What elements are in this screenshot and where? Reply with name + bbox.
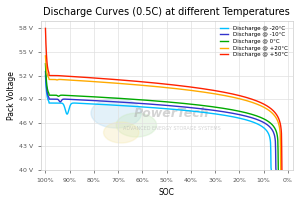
Discharge @ +50°C (142, 81, 145, 83)
Discharge @ -20°C (237, 117, 241, 119)
Discharge @ 0°C (232, 109, 236, 111)
Discharge @ -10°C (142, 102, 145, 105)
Line: Discharge @ -10°C: Discharge @ -10°C (46, 72, 288, 204)
Discharge @ -20°C (44, 74, 47, 77)
Title: Discharge Curves (0.5C) at different Temperatures: Discharge Curves (0.5C) at different Tem… (43, 7, 290, 17)
Discharge @ 0°C (210, 105, 214, 108)
Discharge @ 0°C (150, 99, 154, 102)
X-axis label: SOC: SOC (159, 188, 175, 197)
Discharge @ +20°C (142, 84, 145, 87)
Circle shape (116, 113, 157, 137)
Discharge @ -10°C (237, 113, 241, 116)
Text: ADVANCED ENERGY STORAGE SYSTEMS: ADVANCED ENERGY STORAGE SYSTEMS (123, 125, 220, 131)
Discharge @ +50°C (68, 75, 72, 78)
Line: Discharge @ +50°C: Discharge @ +50°C (46, 28, 288, 204)
Discharge @ -10°C (68, 98, 72, 101)
Discharge @ +50°C (237, 94, 241, 97)
Y-axis label: Pack Voltage: Pack Voltage (7, 71, 16, 120)
Discharge @ -20°C (150, 106, 154, 109)
Discharge @ -10°C (210, 109, 214, 111)
Discharge @ +50°C (150, 82, 154, 84)
Discharge @ +20°C (210, 92, 214, 95)
Circle shape (91, 98, 141, 128)
Discharge @ +50°C (232, 93, 236, 96)
Circle shape (103, 122, 139, 143)
Line: Discharge @ 0°C: Discharge @ 0°C (46, 64, 288, 204)
Discharge @ -20°C (68, 104, 72, 107)
Legend: Discharge @ -20°C, Discharge @ -10°C, Discharge @ 0°C, Discharge @ +20°C, Discha: Discharge @ -20°C, Discharge @ -10°C, Di… (218, 23, 290, 59)
Discharge @ 0°C (68, 94, 72, 97)
Discharge @ +20°C (68, 79, 72, 81)
Line: Discharge @ -20°C: Discharge @ -20°C (46, 75, 288, 204)
Discharge @ 0°C (237, 110, 241, 112)
Discharge @ +20°C (237, 97, 241, 100)
Discharge @ +20°C (150, 85, 154, 88)
Text: PowerTech: PowerTech (134, 107, 209, 120)
Discharge @ 0°C (44, 62, 47, 65)
Discharge @ -10°C (232, 112, 236, 115)
Discharge @ -10°C (44, 70, 47, 73)
Discharge @ -20°C (232, 116, 236, 118)
Discharge @ +50°C (210, 89, 214, 91)
Discharge @ -20°C (210, 112, 214, 115)
Discharge @ +20°C (232, 96, 236, 99)
Discharge @ -10°C (150, 103, 154, 105)
Discharge @ 0°C (142, 99, 145, 101)
Discharge @ +20°C (44, 55, 47, 57)
Discharge @ -20°C (142, 106, 145, 108)
Discharge @ +50°C (44, 27, 47, 30)
Line: Discharge @ +20°C: Discharge @ +20°C (46, 56, 288, 204)
